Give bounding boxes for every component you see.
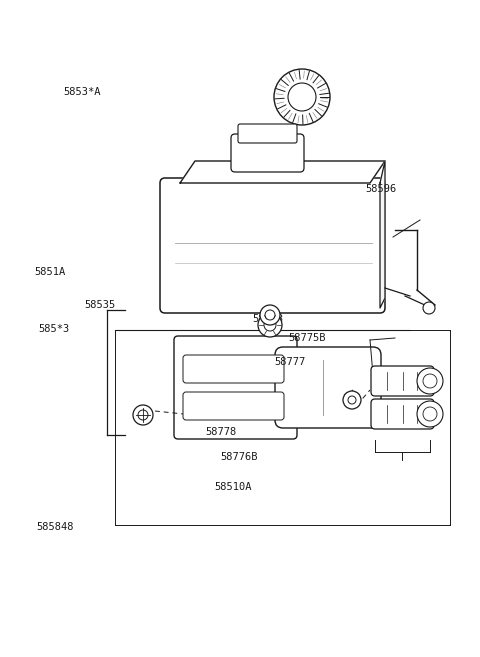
Text: 585848: 585848 (36, 522, 73, 532)
Text: 58777: 58777 (274, 357, 305, 367)
Circle shape (343, 391, 361, 409)
Circle shape (133, 405, 153, 425)
Text: 5851A: 5851A (34, 267, 65, 277)
Text: 58513: 58513 (252, 314, 283, 324)
FancyBboxPatch shape (160, 178, 385, 313)
Text: 58776B: 58776B (220, 452, 257, 462)
Text: 58775B: 58775B (288, 333, 325, 343)
Text: 58596: 58596 (365, 184, 396, 194)
FancyBboxPatch shape (371, 366, 434, 396)
FancyBboxPatch shape (174, 336, 297, 439)
Circle shape (417, 401, 443, 427)
FancyBboxPatch shape (238, 124, 297, 143)
FancyBboxPatch shape (371, 399, 434, 429)
Polygon shape (380, 161, 385, 308)
Text: 58535: 58535 (84, 300, 115, 310)
FancyBboxPatch shape (183, 355, 284, 383)
Circle shape (258, 313, 282, 337)
Circle shape (260, 305, 280, 325)
Circle shape (274, 69, 330, 125)
Text: 5853*A: 5853*A (63, 87, 100, 97)
FancyBboxPatch shape (231, 134, 304, 172)
Text: 58510A: 58510A (214, 482, 252, 492)
FancyBboxPatch shape (275, 347, 381, 428)
Circle shape (423, 302, 435, 314)
Text: 585*3: 585*3 (38, 324, 69, 334)
FancyBboxPatch shape (183, 392, 284, 420)
Polygon shape (180, 161, 385, 183)
Circle shape (417, 368, 443, 394)
Text: 58778: 58778 (205, 427, 236, 437)
